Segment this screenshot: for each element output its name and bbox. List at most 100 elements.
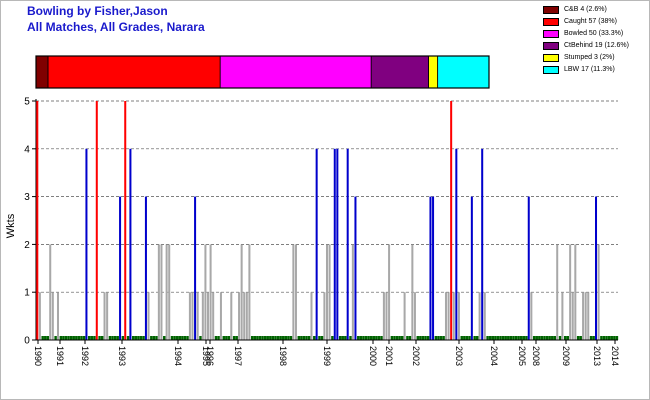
x-tick-label: 2001	[384, 346, 394, 366]
bar	[385, 292, 388, 340]
zero-bar	[460, 336, 463, 340]
y-axis: 0 1 2 3 4 5 Wkts	[5, 97, 37, 347]
zero-bar	[116, 336, 119, 340]
zero-bar	[235, 336, 238, 340]
zero-bar	[300, 336, 303, 340]
bar	[85, 148, 88, 340]
zero-bar	[473, 336, 476, 340]
zero-bar	[517, 336, 520, 340]
bar	[569, 244, 572, 340]
zero-bar	[88, 336, 91, 340]
zero-bar	[64, 336, 68, 340]
dismissal-segment	[47, 55, 221, 89]
bar	[38, 292, 41, 340]
bar	[574, 244, 577, 340]
zero-bar	[507, 336, 510, 340]
bar	[323, 292, 326, 340]
zero-bar	[214, 336, 218, 340]
zero-bar	[331, 336, 334, 340]
zero-bar	[279, 336, 282, 340]
legend-swatch	[543, 30, 559, 38]
y-tick-label: 4	[24, 144, 30, 155]
bar	[196, 292, 199, 340]
bar	[191, 292, 194, 340]
zero-bar	[305, 336, 308, 340]
bar	[103, 292, 106, 340]
zero-bar	[426, 336, 430, 340]
zero-bar	[121, 336, 125, 340]
zero-bar	[93, 336, 96, 340]
bar	[587, 292, 590, 340]
zero-bar	[419, 336, 422, 340]
zero-bar	[408, 336, 412, 340]
y-tick-label: 5	[24, 97, 30, 108]
zero-bar	[163, 336, 166, 340]
zero-bar	[501, 336, 505, 340]
x-tick-label: 2009	[561, 346, 571, 366]
x-tick-label: 2005	[517, 346, 527, 366]
bar	[351, 244, 354, 340]
bar	[595, 196, 598, 340]
y-tick-label: 3	[24, 192, 30, 203]
zero-bar	[142, 336, 145, 340]
zero-bar	[566, 336, 570, 340]
zero-bar	[364, 336, 368, 340]
x-tick-label: 2000	[368, 346, 378, 366]
bar	[388, 244, 391, 340]
zero-bar	[372, 336, 376, 340]
zero-bar	[390, 336, 394, 340]
zero-bar	[152, 336, 156, 340]
zero-bar	[563, 336, 567, 340]
x-tick-label: 2014	[610, 346, 620, 366]
zero-bar	[548, 336, 551, 340]
zero-bar	[359, 336, 363, 340]
bar	[483, 292, 486, 340]
dismissal-segment	[370, 55, 430, 89]
zero-bar	[150, 336, 153, 340]
zero-bar	[253, 336, 257, 340]
zero-bar	[261, 336, 264, 340]
legend-label: CtBehind 19 (12.6%)	[564, 42, 629, 49]
bar	[315, 148, 318, 340]
dismissal-breakdown-bar	[35, 55, 490, 89]
zero-bar	[380, 336, 383, 340]
chart-subtitle: All Matches, All Grades, Narara	[27, 20, 205, 34]
zero-bar	[463, 336, 466, 340]
dismissal-bar-outline	[35, 55, 490, 89]
zero-bar	[173, 336, 176, 340]
bar	[294, 244, 297, 340]
zero-bar	[271, 336, 275, 340]
zero-bar	[401, 336, 404, 340]
zero-bar	[80, 336, 83, 340]
zero-bar	[186, 336, 189, 340]
legend-swatch	[543, 42, 559, 50]
zero-bar	[439, 336, 443, 340]
zero-bar	[465, 336, 469, 340]
bar	[219, 292, 222, 340]
bar	[429, 196, 432, 340]
zero-bar	[131, 336, 135, 340]
zero-bar	[62, 336, 65, 340]
bar	[333, 148, 336, 340]
bar	[336, 148, 339, 340]
x-tick-label: 1997	[233, 346, 243, 366]
bar	[147, 292, 150, 340]
zero-bar	[434, 336, 438, 340]
zero-bar	[437, 336, 440, 340]
zero-bar	[613, 336, 616, 340]
bar	[49, 244, 52, 340]
zero-bar	[602, 336, 606, 340]
x-tick-label: 1993	[117, 346, 127, 366]
zero-bar	[134, 336, 138, 340]
bar	[447, 292, 450, 340]
zero-bar	[72, 336, 75, 340]
y-tick-label: 1	[24, 288, 30, 299]
bar	[240, 244, 243, 340]
bar	[411, 244, 414, 340]
y-tick-label: 2	[24, 240, 30, 251]
zero-bar	[318, 336, 321, 340]
zero-bar	[592, 336, 595, 340]
zero-bar	[250, 336, 254, 340]
x-tick-label: 1990	[33, 346, 43, 366]
zero-bar	[522, 336, 526, 340]
